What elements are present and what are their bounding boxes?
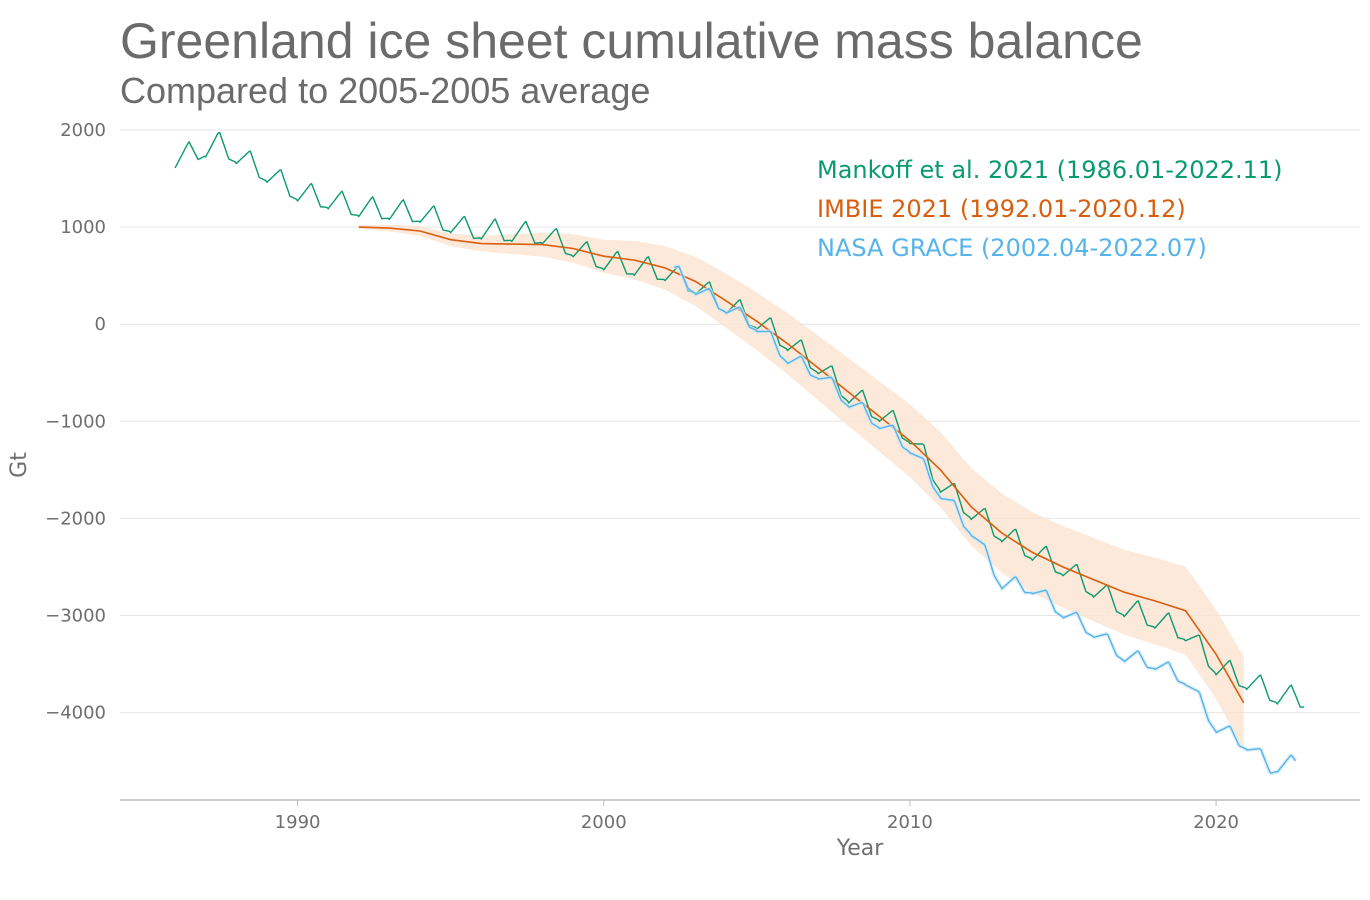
y-axis-label: Gt: [7, 452, 32, 478]
y-tick-label: −4000: [45, 703, 106, 724]
chart-subtitle: Compared to 2005-2005 average: [120, 70, 651, 111]
legend-entry: IMBIE 2021 (1992.01-2020.12): [817, 195, 1186, 223]
axes: 2000 1000 0 −1000 −2000 −3000 −4000 1990 2000 201…: [7, 120, 1360, 861]
y-tick-label: −3000: [45, 606, 106, 627]
uncertainty-bands: [358, 224, 1244, 750]
legend: Mankoff et al. 2021 (1986.01-2022.11) IMB…: [817, 156, 1283, 262]
y-tick-label: −2000: [45, 508, 106, 529]
y-tick-label: −1000: [45, 411, 106, 432]
series-lines: [174, 131, 1305, 776]
legend-entry: NASA GRACE (2002.04-2022.07): [817, 234, 1207, 262]
x-axis-label: Year: [836, 836, 885, 861]
legend-entry: Mankoff et al. 2021 (1986.01-2022.11): [817, 156, 1283, 184]
y-tick-label: 0: [95, 314, 106, 335]
x-tick-label: 2020: [1193, 812, 1239, 833]
chart-title: Greenland ice sheet cumulative mass bala…: [120, 13, 1143, 69]
imbie-uncertainty-band: [358, 224, 1244, 750]
x-tick-label: 2000: [581, 812, 627, 833]
y-tick-label: 2000: [60, 120, 106, 141]
mankoff-series-line: [174, 131, 1305, 708]
grace-series-line: [674, 265, 1296, 774]
x-tick-label: 1990: [275, 812, 321, 833]
x-tick-label: 2010: [887, 812, 933, 833]
imbie-series-line: [358, 226, 1245, 704]
y-tick-label: 1000: [60, 217, 106, 238]
